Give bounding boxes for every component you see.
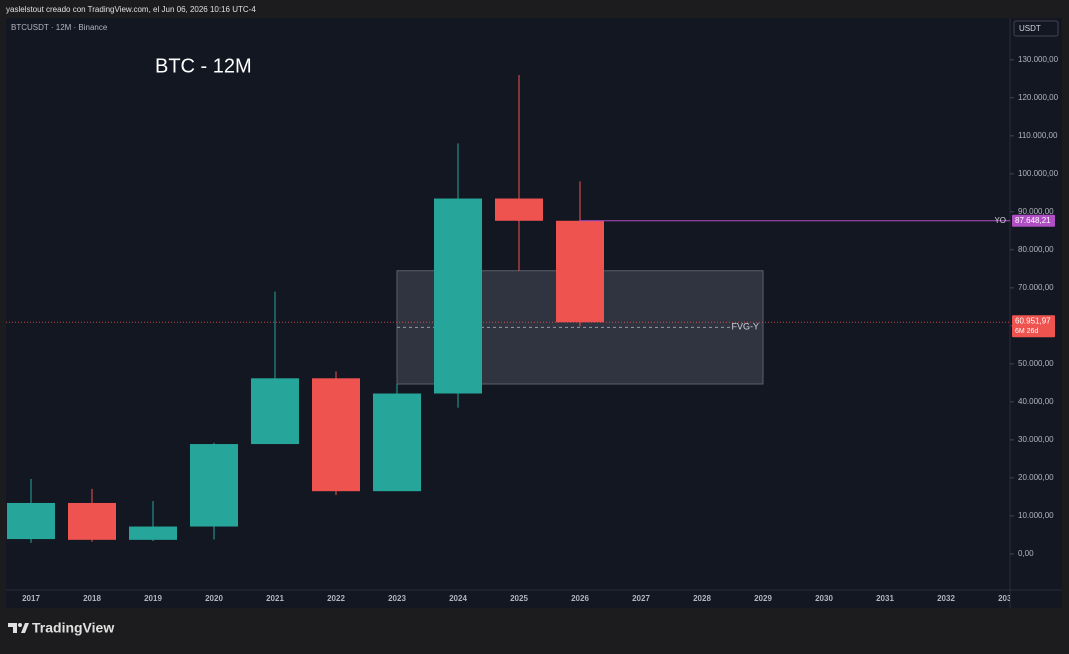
candle-body [68, 502, 116, 540]
y-tick-label: 10.000,00 [1018, 511, 1054, 520]
countdown: 6M 26d [1015, 328, 1038, 335]
candle-body [251, 378, 299, 445]
x-tick-label: 2033 [998, 594, 1016, 603]
year-open-price: 87.648,21 [1015, 216, 1051, 225]
x-tick-label: 2030 [815, 594, 833, 603]
currency-box[interactable] [1013, 20, 1059, 37]
x-tick-label: 2027 [632, 594, 650, 603]
x-tick-label: 2026 [571, 594, 589, 603]
fvg-label: FVG-Y [731, 322, 759, 332]
x-tick-label: 2028 [693, 594, 711, 603]
candle-body [129, 526, 177, 540]
candle-body [373, 393, 421, 492]
year-open-label: YO [994, 216, 1006, 225]
x-tick-label: 2032 [937, 594, 955, 603]
x-tick-label: 2017 [22, 594, 40, 603]
candle-body [556, 220, 604, 323]
candle-body [312, 378, 360, 492]
x-tick-label: 2024 [449, 594, 467, 603]
y-tick-label: 110.000,00 [1018, 131, 1058, 140]
y-tick-label: 30.000,00 [1018, 435, 1054, 444]
x-tick-label: 2025 [510, 594, 528, 603]
x-tick-label: 2020 [205, 594, 223, 603]
y-tick-label: 40.000,00 [1018, 397, 1054, 406]
last-price-tag [1012, 315, 1055, 338]
candle-body [434, 198, 482, 394]
x-tick-label: 2029 [754, 594, 772, 603]
x-tick-label: 2022 [327, 594, 345, 603]
y-tick-label: 100.000,00 [1018, 169, 1059, 178]
y-tick-label: 70.000,00 [1018, 283, 1054, 292]
brand: TradingView [32, 620, 114, 636]
chart-title: BTC - 12M [155, 55, 252, 77]
price-axis: 0,00 10.000,00 20.000,00 30.000,00 40.000,00… [1010, 55, 1059, 558]
symbol: BTCUSDT · 12M · Binance [11, 23, 108, 32]
y-tick-label: 120.000,00 [1018, 93, 1059, 102]
plot: FVG-Y YO [6, 75, 1010, 543]
y-tick-label: 80.000,00 [1018, 245, 1054, 254]
x-tick-label: 2021 [266, 594, 284, 603]
x-tick-label: 2023 [388, 594, 406, 603]
y-tick-label: 90.000,00 [1018, 207, 1054, 216]
candle-body [190, 444, 238, 527]
brand-logo [8, 623, 29, 633]
y-tick-label: 50.000,00 [1018, 359, 1054, 368]
x-tick-label: 2019 [144, 594, 162, 603]
year-open-tag [1012, 214, 1055, 227]
last-price-label: 60.951,97 [1015, 316, 1051, 325]
y-tick-label: 130.000,00 [1018, 55, 1059, 64]
x-tick-label: 2018 [83, 594, 101, 603]
credit: yaslelstout creado con TradingView.com, … [6, 5, 256, 14]
x-tick-label: 2031 [876, 594, 894, 603]
candle-body [495, 198, 543, 221]
currency[interactable]: USDT [1019, 24, 1041, 33]
x-axis: 2017 2018 2019 2020 2021 2022 2023 2024 2025 2026… [22, 594, 1016, 603]
y-tick-label: 20.000,00 [1018, 473, 1054, 482]
candle-body [7, 502, 55, 540]
y-tick-label: 0,00 [1018, 549, 1034, 558]
